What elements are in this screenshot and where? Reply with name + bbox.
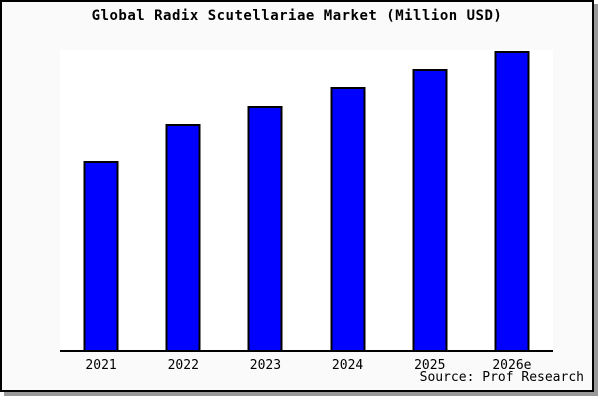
bar-2021 [83,161,119,350]
source-credit: Source: Prof Research [419,370,584,385]
x-tick-label-2024: 2024 [331,358,364,373]
bar-2025 [412,68,448,350]
chart-title: Global Radix Scutellariae Market (Millio… [91,8,503,24]
x-axis-tick-labels: 2021 2022 2023 2024 2025 2026e [60,358,553,374]
bar-2024 [330,86,366,350]
chart-frame: Global Radix Scutellariae Market (Millio… [0,0,594,392]
x-tick-label-2026e: 2026e [492,358,532,373]
x-tick-label-2023: 2023 [249,358,282,373]
x-tick-label-2021: 2021 [85,358,117,373]
bar-2026e [494,50,530,350]
bar-2022 [165,124,201,350]
plot-area [60,50,553,352]
x-tick-label-2022: 2022 [167,358,199,373]
bar-2023 [247,105,283,350]
x-tick-label-2025: 2025 [414,358,446,373]
